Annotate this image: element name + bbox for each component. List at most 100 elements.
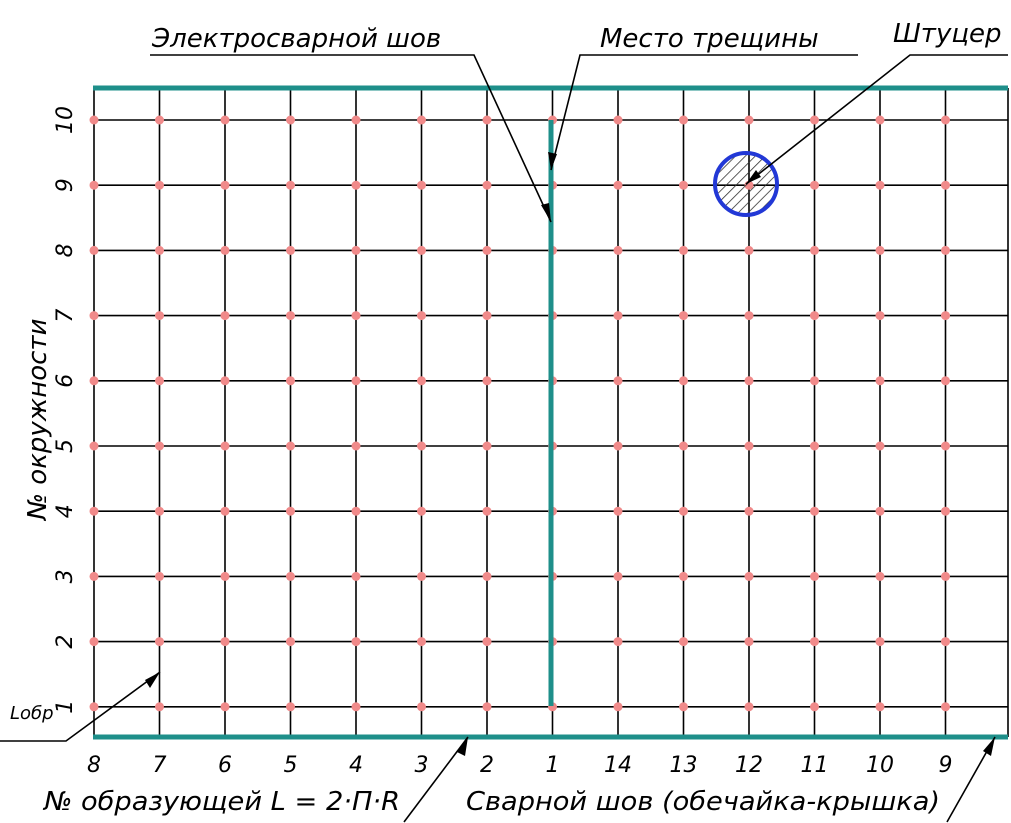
grid-point xyxy=(613,376,623,386)
grid-point xyxy=(286,637,295,647)
grid-point xyxy=(744,637,754,647)
grid-point xyxy=(482,441,492,451)
grid-point xyxy=(482,245,492,255)
fitting-label: Штуцер xyxy=(893,19,1002,49)
grid-point xyxy=(810,571,819,581)
grid-point xyxy=(744,441,754,451)
grid-point xyxy=(941,702,950,712)
grid-point xyxy=(155,180,164,190)
grid-point xyxy=(220,441,230,451)
column-label: 3 xyxy=(415,753,429,778)
grid-point xyxy=(613,115,623,125)
row-label: 2 xyxy=(53,635,78,649)
grid-point xyxy=(679,376,688,386)
grid-point xyxy=(482,702,492,712)
crack-label: Место трещины xyxy=(600,24,819,54)
grid-point xyxy=(286,702,295,712)
grid-point xyxy=(286,506,295,516)
grid-point xyxy=(613,637,623,647)
column-label: 1 xyxy=(546,753,560,778)
grid-point xyxy=(155,637,164,647)
column-label: 8 xyxy=(87,753,101,778)
grid-point xyxy=(875,506,885,516)
grid-point xyxy=(679,637,688,647)
column-label: 12 xyxy=(735,753,763,778)
grid-point xyxy=(744,702,754,712)
grid-point xyxy=(482,376,492,386)
grid-point xyxy=(220,115,230,125)
grid-point xyxy=(810,115,819,125)
grid-point xyxy=(89,571,99,581)
column-label: 5 xyxy=(284,753,298,778)
grid-point xyxy=(613,571,623,581)
grid-point xyxy=(417,311,426,321)
row-label: 10 xyxy=(53,106,78,134)
grid-point xyxy=(613,702,623,712)
grid-point xyxy=(220,506,230,516)
grid-point xyxy=(941,245,950,255)
column-label: 10 xyxy=(866,753,894,778)
grid-point xyxy=(810,245,819,255)
grid-point xyxy=(417,637,426,647)
grid-point xyxy=(286,441,295,451)
grid-point xyxy=(679,245,688,255)
grid-point xyxy=(351,506,361,516)
grid-point xyxy=(155,376,164,386)
grid-point xyxy=(220,245,230,255)
grid-point xyxy=(417,245,426,255)
grid-point xyxy=(810,702,819,712)
grid-point xyxy=(89,506,99,516)
grid-point xyxy=(679,180,688,190)
grid-point xyxy=(417,376,426,386)
grid-point xyxy=(89,441,99,451)
grid-point xyxy=(744,506,754,516)
grid-point xyxy=(941,571,950,581)
grid-point xyxy=(89,702,99,712)
grid-point xyxy=(679,115,688,125)
grid-point xyxy=(875,115,885,125)
grid-point xyxy=(155,702,164,712)
grid-point xyxy=(744,376,754,386)
grid-point xyxy=(155,441,164,451)
grid-point xyxy=(482,311,492,321)
grid-point xyxy=(89,115,99,125)
grid-point xyxy=(744,115,754,125)
grid-point xyxy=(351,702,361,712)
column-label: 9 xyxy=(939,753,953,778)
grid-point xyxy=(613,245,623,255)
grid-point xyxy=(875,571,885,581)
grid-point xyxy=(417,506,426,516)
column-label: 2 xyxy=(480,753,494,778)
grid-point xyxy=(286,180,295,190)
grid-point xyxy=(155,311,164,321)
grid-point xyxy=(351,115,361,125)
grid-point xyxy=(351,571,361,581)
column-number-labels: 8 7 6 5 4 3 2 1 14 13 12 11 10 9 xyxy=(87,753,953,778)
grid-point xyxy=(744,245,754,255)
grid-point xyxy=(941,637,950,647)
grid-point xyxy=(155,245,164,255)
grid-point xyxy=(351,376,361,386)
seam-label: Сварной шов (обечайка-крышка) xyxy=(466,787,940,817)
column-label: 11 xyxy=(801,753,829,778)
grid-point xyxy=(286,245,295,255)
grid-point xyxy=(89,376,99,386)
column-label: 4 xyxy=(349,753,363,778)
grid-point xyxy=(875,180,885,190)
grid-point xyxy=(875,702,885,712)
l-obr-label: Lобр xyxy=(10,703,54,724)
grid-point xyxy=(220,702,230,712)
grid-point xyxy=(941,506,950,516)
row-label: 7 xyxy=(53,309,78,323)
grid-point xyxy=(613,180,623,190)
grid-point xyxy=(89,245,99,255)
generatrix-label: № образующей L = 2·П·R xyxy=(42,787,400,817)
grid-point xyxy=(941,115,950,125)
column-label: 7 xyxy=(153,753,167,778)
grid-point xyxy=(679,702,688,712)
grid-point xyxy=(875,376,885,386)
leader-arrowheads xyxy=(145,152,995,756)
grid-point xyxy=(417,571,426,581)
grid-point xyxy=(417,115,426,125)
row-label: 9 xyxy=(53,178,78,192)
